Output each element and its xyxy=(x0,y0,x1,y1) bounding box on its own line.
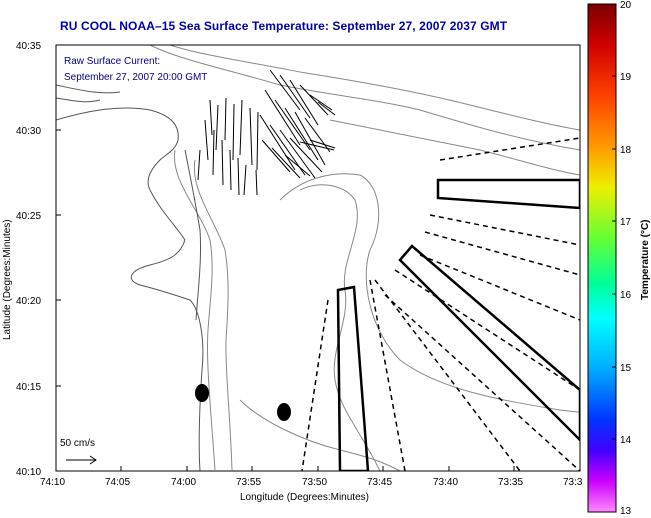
plot-frame xyxy=(55,44,581,472)
scale-arrow-icon xyxy=(66,455,97,465)
colorbar-tick-marks xyxy=(612,3,616,513)
colorbar-tick-label: 19 xyxy=(620,72,632,83)
y-tick-label: 40:10 xyxy=(16,467,41,478)
colorbar-tick-label: 20 xyxy=(620,0,632,11)
y-tick-marks xyxy=(56,44,61,472)
colorbar-tick-label: 17 xyxy=(620,217,632,228)
coastline xyxy=(56,84,204,471)
station-marker-west xyxy=(195,384,209,402)
x-tick-marks xyxy=(55,466,515,471)
station-marker-east xyxy=(277,403,291,421)
map-title: RU COOL NOAA–15 Sea Surface Temperature:… xyxy=(60,19,508,33)
y-tick-label: 40:25 xyxy=(16,211,41,222)
surface-current-vectors xyxy=(197,69,336,196)
colorbar-tick-label: 13 xyxy=(620,506,632,517)
x-tick-label: 73:55 xyxy=(236,477,261,488)
inset-line-1: Raw Surface Current: xyxy=(64,56,160,67)
x-tick-label: 74:10 xyxy=(40,477,65,488)
x-tick-label: 73:35 xyxy=(498,477,523,488)
sector-beams xyxy=(336,178,580,471)
y-tick-label: 40:35 xyxy=(16,41,41,52)
x-tick-label: 74:00 xyxy=(171,477,196,488)
x-tick-label: 73:50 xyxy=(302,477,327,488)
map-content xyxy=(56,45,580,471)
inset-line-2: September 27, 2007 20:00 GMT xyxy=(64,72,207,83)
x-tick-label: 73:40 xyxy=(433,477,458,488)
colorbar-tick-label: 16 xyxy=(620,290,632,301)
scale-label: 50 cm/s xyxy=(60,438,95,449)
x-tick-label: 74:05 xyxy=(105,477,130,488)
colorbar-tick-label: 14 xyxy=(620,435,632,446)
y-tick-label: 40:30 xyxy=(16,126,41,137)
y-tick-label: 40:15 xyxy=(16,382,41,393)
x-tick-label: 73:45 xyxy=(367,477,392,488)
colorbar xyxy=(587,3,617,513)
x-tick-label: 73:3 xyxy=(563,477,583,488)
colorbar-label: Temperature (°C) xyxy=(640,220,651,301)
sector-dashed-lines xyxy=(301,137,580,471)
y-axis-label: Latitude (Degrees:Minutes) xyxy=(2,219,13,340)
colorbar-tick-label: 15 xyxy=(620,363,632,374)
y-tick-label: 40:20 xyxy=(16,296,41,307)
bathymetry-contours xyxy=(149,45,580,471)
colorbar-tick-label: 18 xyxy=(620,145,632,156)
x-axis-label: Longitude (Degrees:Minutes) xyxy=(240,492,369,503)
